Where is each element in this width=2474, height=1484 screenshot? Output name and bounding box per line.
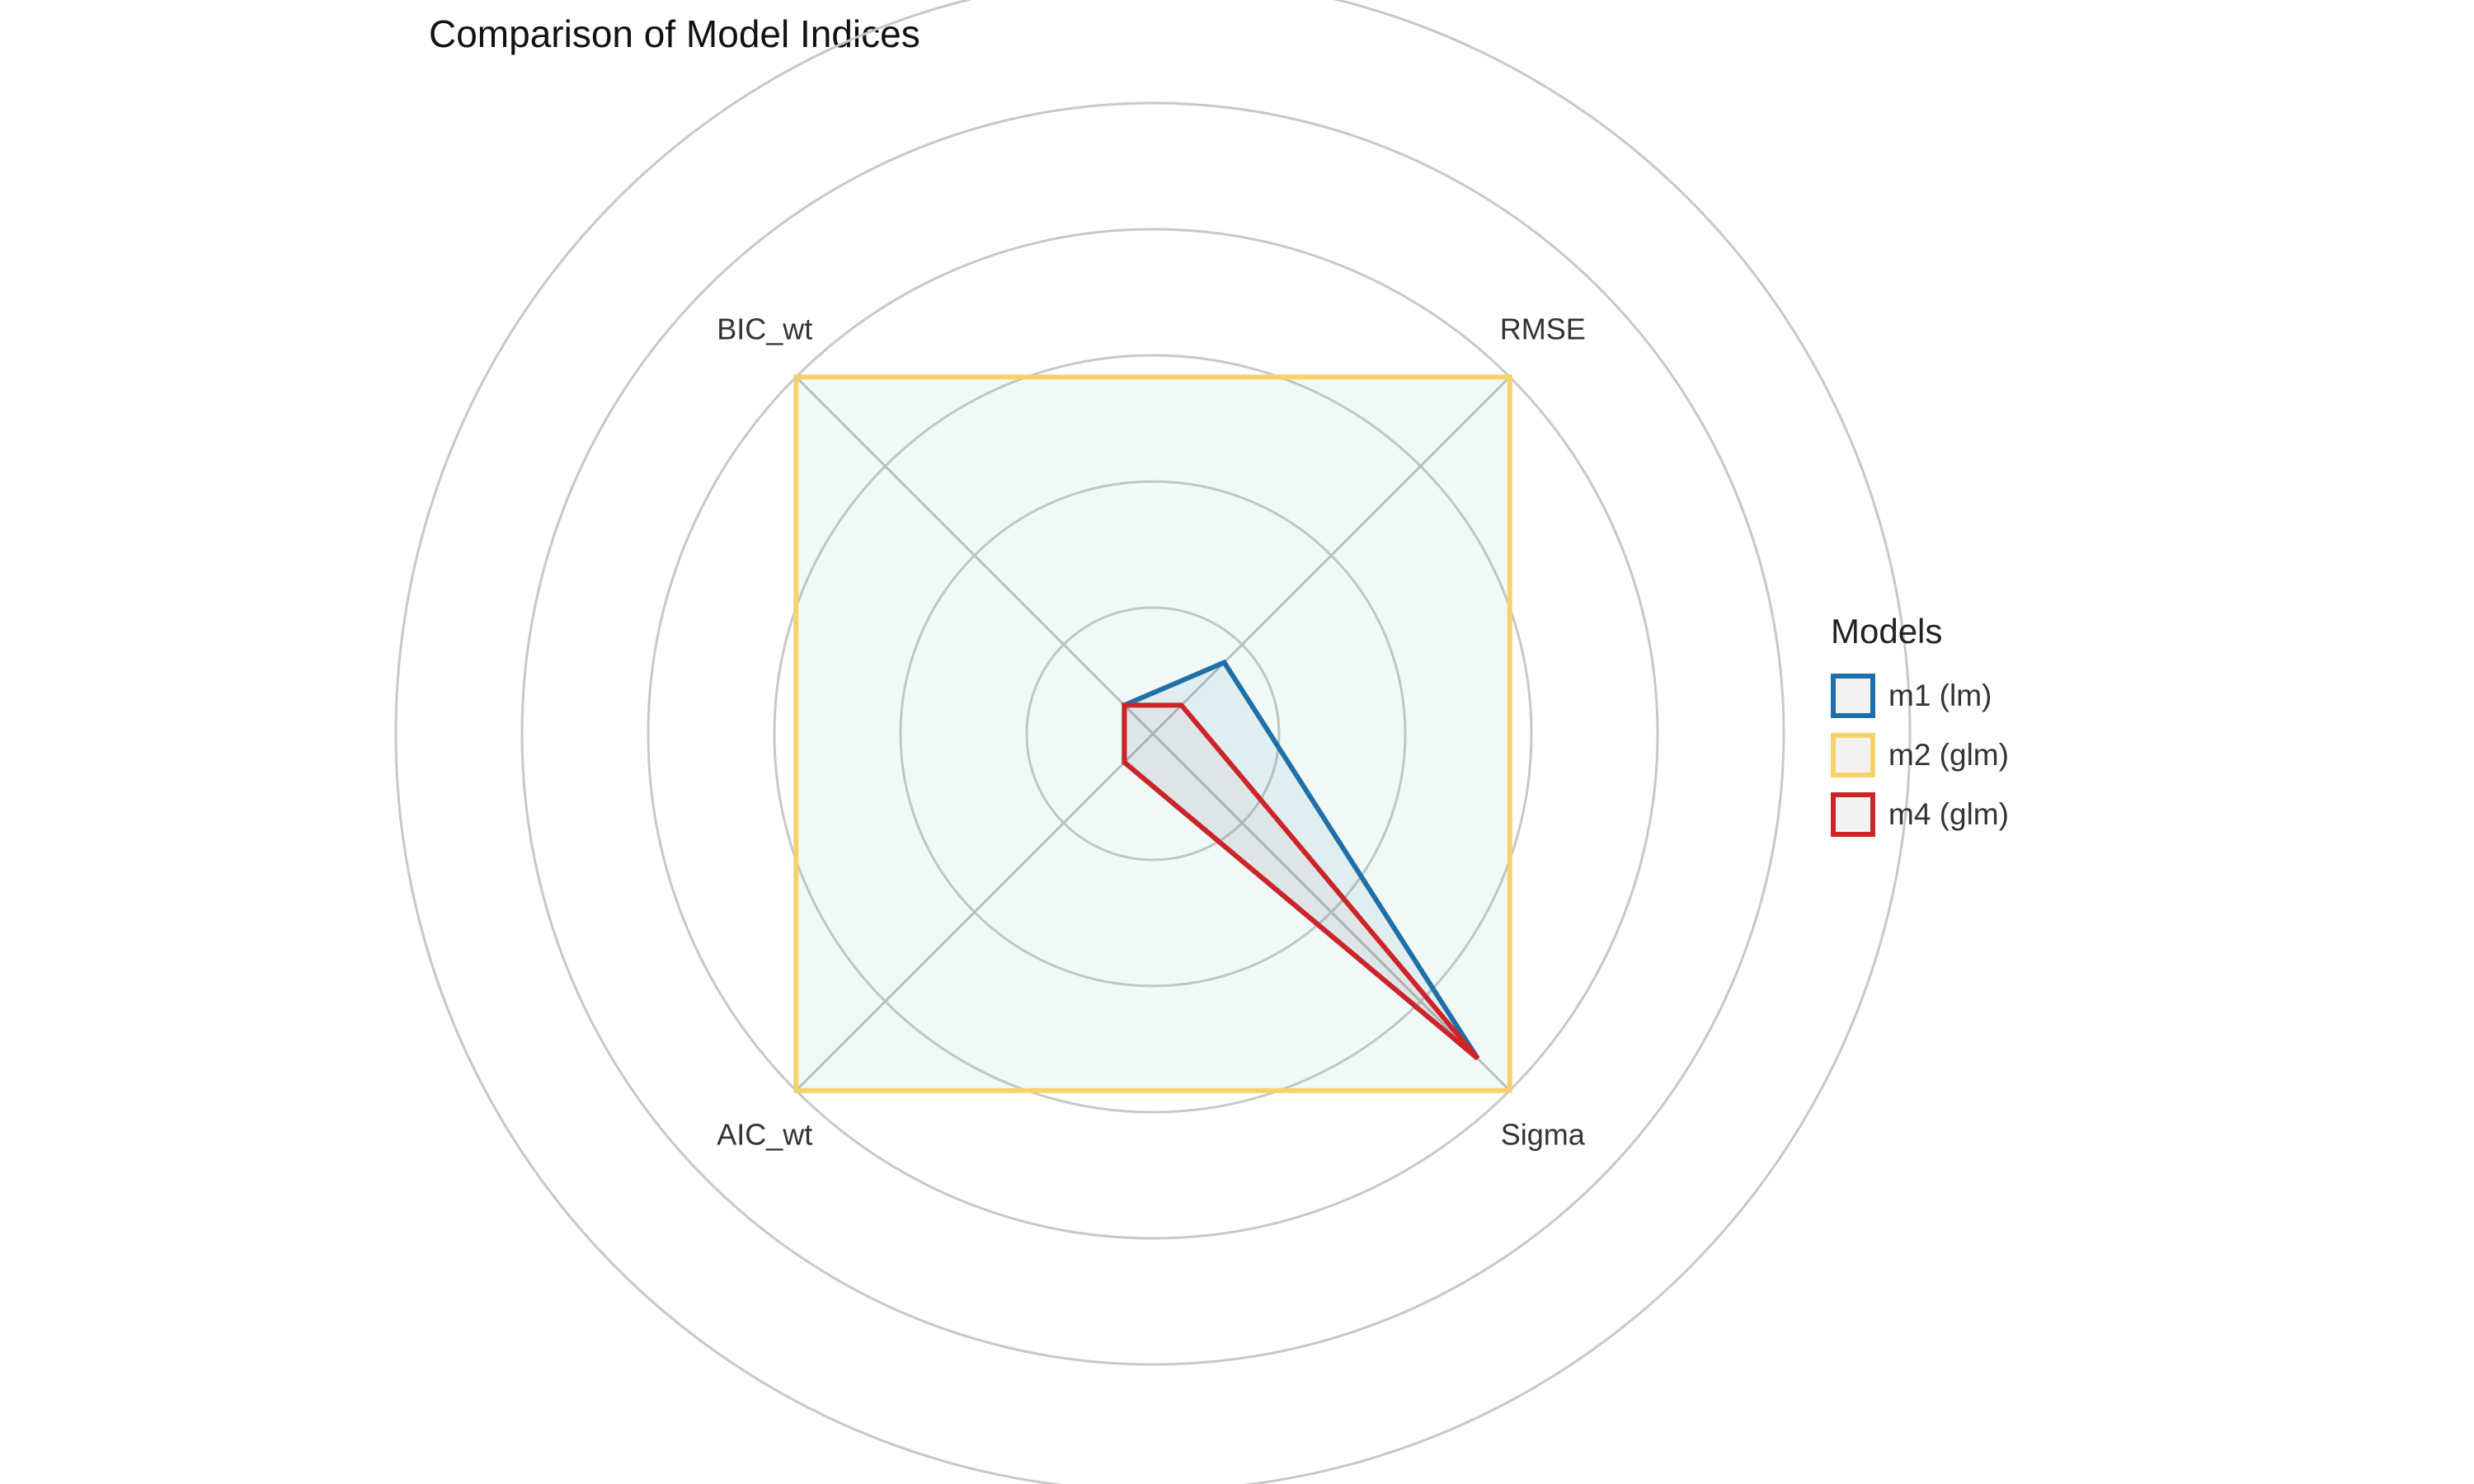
grid-circle-0 bbox=[1025, 606, 1281, 862]
series-polygon-m2 bbox=[793, 374, 1512, 1093]
grid-circle-1 bbox=[899, 480, 1407, 988]
axis-label-rmse: RMSE bbox=[1500, 312, 1586, 345]
legend-item-m4[interactable]: m4 (glm) bbox=[1831, 785, 2009, 844]
grid-circle-2 bbox=[773, 354, 1533, 1114]
axis-label-bic_wt: BIC_wt bbox=[717, 312, 812, 345]
legend-swatch-m4 bbox=[1831, 792, 1875, 837]
series-layer bbox=[793, 374, 1512, 1093]
legend: Models m1 (lm) m2 (glm) m4 (glm) bbox=[1831, 612, 2009, 844]
axis-label-layer: RMSE Sigma AIC_wt BIC_wt bbox=[717, 312, 1586, 1151]
grid-layer bbox=[394, 0, 1912, 1484]
grid-circle-4 bbox=[520, 101, 1785, 1366]
spoke-aic_wt bbox=[795, 732, 1155, 1092]
legend-label-m2: m2 (glm) bbox=[1888, 738, 2009, 772]
series-polygon-m4 bbox=[1122, 702, 1480, 1061]
spoke-sigma bbox=[1151, 732, 1511, 1092]
spoke-bic_wt bbox=[795, 376, 1155, 735]
legend-swatch-m2 bbox=[1831, 733, 1875, 777]
legend-label-m1: m1 (lm) bbox=[1888, 679, 1992, 712]
legend-item-m1[interactable]: m1 (lm) bbox=[1831, 666, 2009, 726]
legend-item-m2[interactable]: m2 (glm) bbox=[1831, 726, 2009, 785]
legend-title: Models bbox=[1831, 612, 1943, 650]
grid-circle-3 bbox=[647, 228, 1659, 1240]
axis-label-sigma: Sigma bbox=[1501, 1118, 1586, 1152]
legend-label-m4: m4 (glm) bbox=[1888, 797, 2009, 831]
chart-title: Comparison of Model Indices bbox=[429, 12, 920, 55]
grid-circle-5 bbox=[394, 0, 1912, 1484]
legend-swatch-m1 bbox=[1831, 674, 1875, 718]
spoke-rmse bbox=[1151, 376, 1511, 735]
axis-label-aic_wt: AIC_wt bbox=[717, 1118, 812, 1152]
